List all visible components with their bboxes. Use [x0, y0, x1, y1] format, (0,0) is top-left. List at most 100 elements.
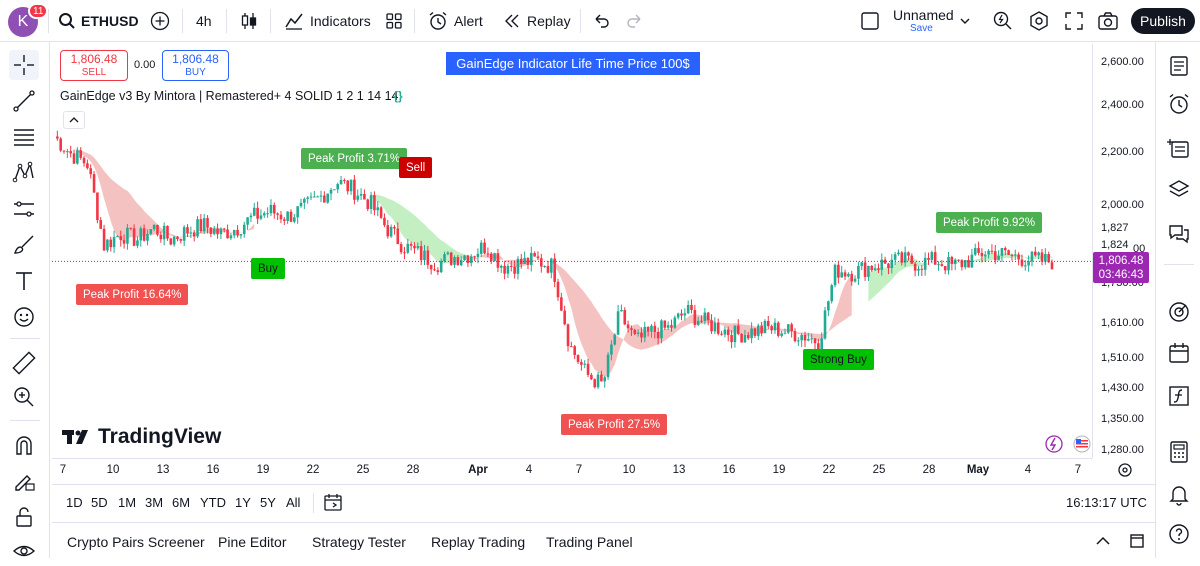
candle-body [763, 320, 767, 334]
candle-body [743, 334, 747, 343]
candle-body [993, 251, 997, 261]
quick-action-icon[interactable] [1043, 434, 1065, 454]
pine-screener-button[interactable] [1165, 382, 1193, 410]
sell-button[interactable]: 1,806.48 SELL [60, 50, 128, 81]
help-button[interactable] [1165, 520, 1193, 548]
candle-body [880, 259, 884, 270]
templates-button[interactable] [385, 0, 403, 42]
candle-body [293, 217, 296, 222]
candle-body [580, 362, 583, 365]
undo-button[interactable] [592, 0, 610, 42]
quick-search-button[interactable] [992, 0, 1014, 42]
brush-tool[interactable] [9, 230, 39, 260]
goto-date-button[interactable] [323, 492, 343, 517]
candle-body [496, 253, 500, 268]
economic-flag-icon[interactable] [1072, 434, 1092, 454]
expand-panel-button[interactable] [1095, 533, 1111, 554]
layers-button[interactable] [1165, 176, 1193, 204]
compare-symbol-button[interactable] [150, 0, 170, 42]
candle-body [499, 265, 503, 268]
buy-button[interactable]: 1,806.48 BUY [162, 50, 229, 81]
snapshot-button[interactable] [1097, 0, 1119, 42]
pattern-tool[interactable] [9, 158, 39, 188]
range-3m[interactable]: 3M [145, 495, 164, 510]
candle-body [937, 264, 940, 266]
candle-body [102, 228, 106, 251]
layout-name[interactable]: Unnamed [893, 7, 954, 23]
candle-body [873, 268, 877, 271]
time-axis[interactable]: 7 10 13 16 19 22 25 28 Apr 4 7 10 13 16 19 22 25 28 May 4 7 [52, 458, 1092, 482]
smiley-icon [14, 307, 34, 327]
interval-button[interactable]: 4h [196, 0, 212, 42]
toolbar-divider [1164, 264, 1194, 265]
ideas-button[interactable] [1165, 298, 1193, 326]
maximize-panel-button[interactable] [1129, 533, 1145, 554]
candle-body [857, 265, 860, 279]
layout-save-label[interactable]: Save [910, 23, 933, 34]
range-ytd[interactable]: YTD [200, 495, 226, 510]
range-1d[interactable]: 1D [66, 495, 83, 510]
trend-line-tool[interactable] [9, 86, 39, 116]
candle-body [636, 332, 640, 334]
indicators-button[interactable]: Indicators [284, 0, 371, 42]
redo-button[interactable] [626, 0, 644, 42]
tab-strategy-tester[interactable]: Strategy Tester [312, 534, 406, 550]
range-5d[interactable]: 5D [91, 495, 108, 510]
candle-body [303, 198, 306, 203]
candle-body [533, 253, 536, 257]
price-scale[interactable]: 2,600.00 2,400.00 2,200.00 2,000.00 1,82… [1092, 44, 1154, 458]
eye-icon [12, 545, 36, 557]
stay-drawing-tool[interactable] [9, 466, 39, 496]
indicator-legend[interactable]: GainEdge v3 By Mintora | Remastered+ 4 S… [60, 89, 399, 103]
fullscreen-button[interactable] [1064, 0, 1084, 42]
calculator-button[interactable] [1165, 438, 1193, 466]
calendar-button[interactable] [1165, 339, 1193, 367]
range-all[interactable]: All [286, 495, 301, 510]
range-6m[interactable]: 6M [172, 495, 191, 510]
ruler-tool[interactable] [9, 348, 39, 378]
alert-button[interactable]: Alert [428, 0, 483, 42]
chats-button[interactable] [1165, 220, 1193, 248]
source-code-icon[interactable]: {} [393, 89, 403, 103]
layout-checkbox[interactable] [860, 0, 880, 42]
watchlist-button[interactable] [1165, 52, 1193, 80]
price-chart[interactable] [52, 44, 1092, 458]
settings-button[interactable] [1028, 0, 1050, 42]
tab-replay-trading[interactable]: Replay Trading [431, 534, 526, 550]
chart-settings-button[interactable] [1117, 462, 1133, 478]
projection-tool[interactable] [9, 194, 39, 224]
projection-icon [14, 201, 34, 217]
lock-drawings-tool[interactable] [9, 502, 39, 532]
symbol-search-button[interactable]: ETHUSD [58, 0, 139, 42]
publish-button[interactable]: Publish [1131, 8, 1195, 34]
zoom-tool[interactable] [9, 382, 39, 412]
clock-display[interactable]: 16:13:17 UTC [1066, 495, 1147, 510]
range-5y[interactable]: 5Y [260, 495, 276, 510]
alerts-button[interactable] [1165, 90, 1193, 118]
chart-type-button[interactable] [240, 0, 258, 42]
replay-button[interactable]: Replay [503, 0, 571, 42]
magnet-tool[interactable] [9, 430, 39, 460]
tab-trading-panel[interactable]: Trading Panel [546, 534, 633, 550]
candle-body [626, 324, 630, 329]
notifications-button[interactable] [1165, 480, 1193, 508]
tradingview-logo: TradingView [62, 425, 221, 449]
tab-crypto-screener[interactable]: Crypto Pairs Screener [67, 534, 205, 550]
candle-body [82, 157, 86, 164]
range-1m[interactable]: 1M [118, 495, 137, 510]
text-tool[interactable] [9, 266, 39, 296]
candle-body [109, 239, 113, 248]
price-tick: 2,600.00 [1101, 56, 1144, 68]
fib-tool[interactable] [9, 122, 39, 152]
range-1y[interactable]: 1Y [235, 495, 251, 510]
legend-collapse-button[interactable] [63, 111, 85, 129]
hide-drawings-tool[interactable] [9, 536, 39, 566]
ribbon-band [868, 252, 1052, 302]
object-tree-button[interactable] [1165, 134, 1193, 162]
rewind-icon [505, 14, 519, 28]
crosshair-tool[interactable] [9, 50, 39, 80]
emoji-tool[interactable] [9, 302, 39, 332]
layout-menu-button[interactable] [959, 0, 971, 42]
candle-body [413, 245, 416, 249]
tab-pine-editor[interactable]: Pine Editor [218, 534, 287, 550]
